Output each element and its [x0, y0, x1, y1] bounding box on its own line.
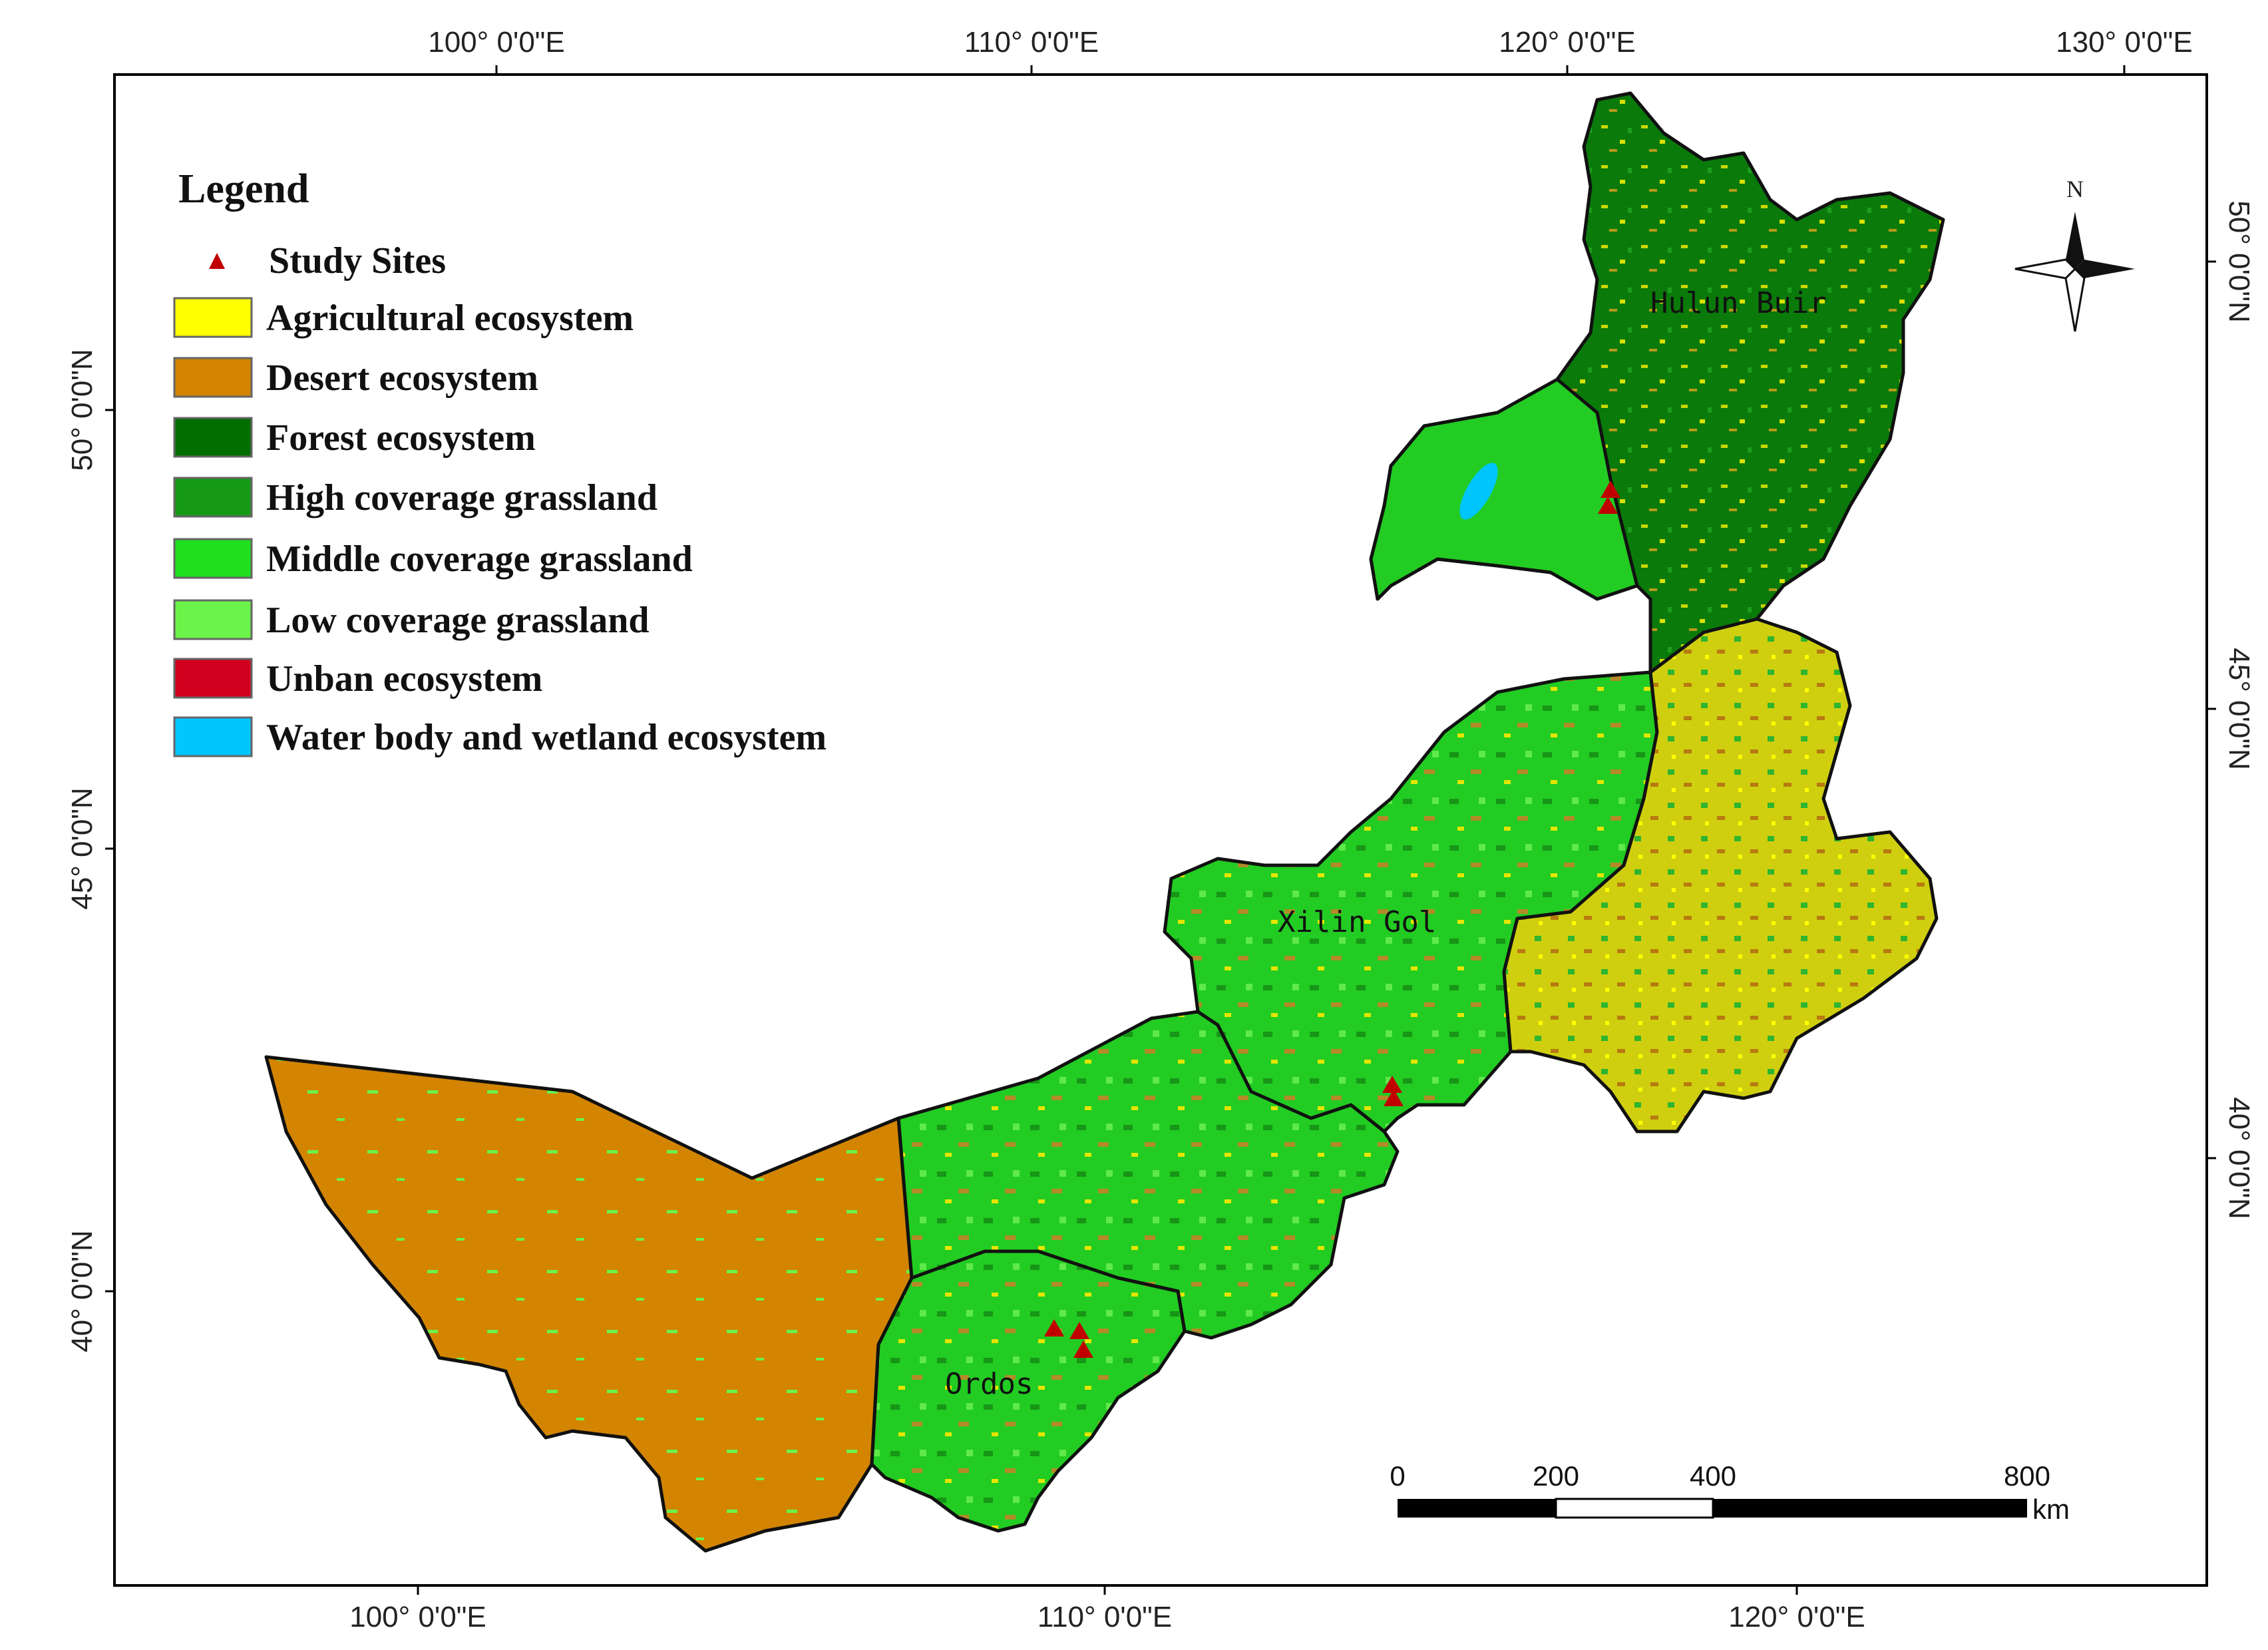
- bottom-ticks: [417, 1585, 1798, 1595]
- legend-item-forest: Forest ecosystem: [266, 417, 536, 459]
- legend-swatch-water: [173, 716, 253, 757]
- study-sites: [1044, 481, 1620, 1358]
- hulun-buir-grassland: [1369, 377, 1639, 601]
- hulun-lake: [1459, 463, 1498, 520]
- scale-bar: 0 200 400 800 km: [1390, 1460, 2070, 1525]
- legend-item-agricultural: Agricultural ecosystem: [266, 298, 634, 339]
- legend-item-desert: Desert ecosystem: [266, 357, 538, 399]
- right-lat-label: 50° 0'0"N: [2223, 200, 2255, 323]
- legend-study-sites-symbol: [209, 253, 225, 269]
- legend-swatch-urban: [173, 658, 253, 699]
- scale-label-800: 800: [2004, 1460, 2050, 1492]
- north-arrow: N: [2014, 176, 2135, 332]
- region-label-ordos: Ordos: [945, 1367, 1033, 1401]
- bottom-lon-label: 100° 0'0"E: [349, 1601, 486, 1633]
- legend-swatch-forest: [173, 417, 253, 458]
- bottom-lon-label: 110° 0'0"E: [1038, 1601, 1172, 1633]
- study-site-marker: [1601, 481, 1620, 498]
- scale-label-200: 200: [1533, 1460, 1579, 1492]
- study-site-marker: [1044, 1319, 1064, 1337]
- legend: Legend Study Sites Agricultural ecosyste…: [173, 166, 827, 758]
- legend-title: Legend: [178, 166, 309, 212]
- top-lon-label: 100° 0'0"E: [428, 26, 565, 59]
- scale-label-0: 0: [1390, 1460, 1405, 1492]
- legend-item-low-grass: Low coverage grassland: [266, 600, 650, 641]
- left-lat-label: 50° 0'0"N: [66, 349, 98, 471]
- right-lat-label: 40° 0'0"N: [2223, 1097, 2255, 1219]
- top-ticks: [495, 65, 2126, 75]
- left-lat-label: 40° 0'0"N: [66, 1230, 98, 1352]
- study-site-marker: [1073, 1341, 1093, 1358]
- region-label-hulun-buir: Hulun Buir: [1650, 286, 1827, 320]
- legend-swatch-desert: [173, 357, 253, 398]
- region-label-xilin-gol: Xilin Gol: [1278, 905, 1436, 939]
- right-ticks: [2207, 260, 2216, 1159]
- study-site-marker: [1598, 497, 1618, 514]
- right-lat-label: 45° 0'0"N: [2223, 648, 2255, 770]
- legend-swatch-middle-grass: [173, 538, 253, 579]
- study-site-marker: [1384, 1089, 1404, 1106]
- scale-unit: km: [2032, 1494, 2070, 1525]
- study-site-marker: [1382, 1076, 1402, 1093]
- legend-swatch-agricultural: [173, 297, 253, 338]
- ordos-region: [870, 1249, 1187, 1533]
- legend-item-water: Water body and wetland ecosystem: [266, 717, 827, 758]
- southeast-region: [1502, 617, 1939, 1134]
- top-lon-label: 110° 0'0"E: [964, 26, 1099, 59]
- bottom-lon-label: 120° 0'0"E: [1728, 1601, 1865, 1633]
- left-ticks: [105, 409, 114, 1293]
- legend-swatch-high-grass: [173, 477, 253, 518]
- legend-item-middle-grass: Middle coverage grassland: [266, 538, 693, 580]
- left-lat-label: 45° 0'0"N: [66, 787, 98, 910]
- legend-item-high-grass: High coverage grassland: [266, 477, 658, 518]
- legend-item-study-sites: Study Sites: [269, 240, 446, 282]
- north-label: N: [2066, 176, 2084, 202]
- top-lon-label: 120° 0'0"E: [1499, 26, 1636, 59]
- top-lon-label: 130° 0'0"E: [2056, 26, 2193, 59]
- legend-swatch-low-grass: [173, 599, 253, 640]
- inner-mongolia-map: [264, 91, 1945, 1553]
- scale-label-400: 400: [1690, 1460, 1736, 1492]
- study-site-marker: [1069, 1322, 1089, 1339]
- legend-item-urban: Unban ecosystem: [266, 658, 542, 700]
